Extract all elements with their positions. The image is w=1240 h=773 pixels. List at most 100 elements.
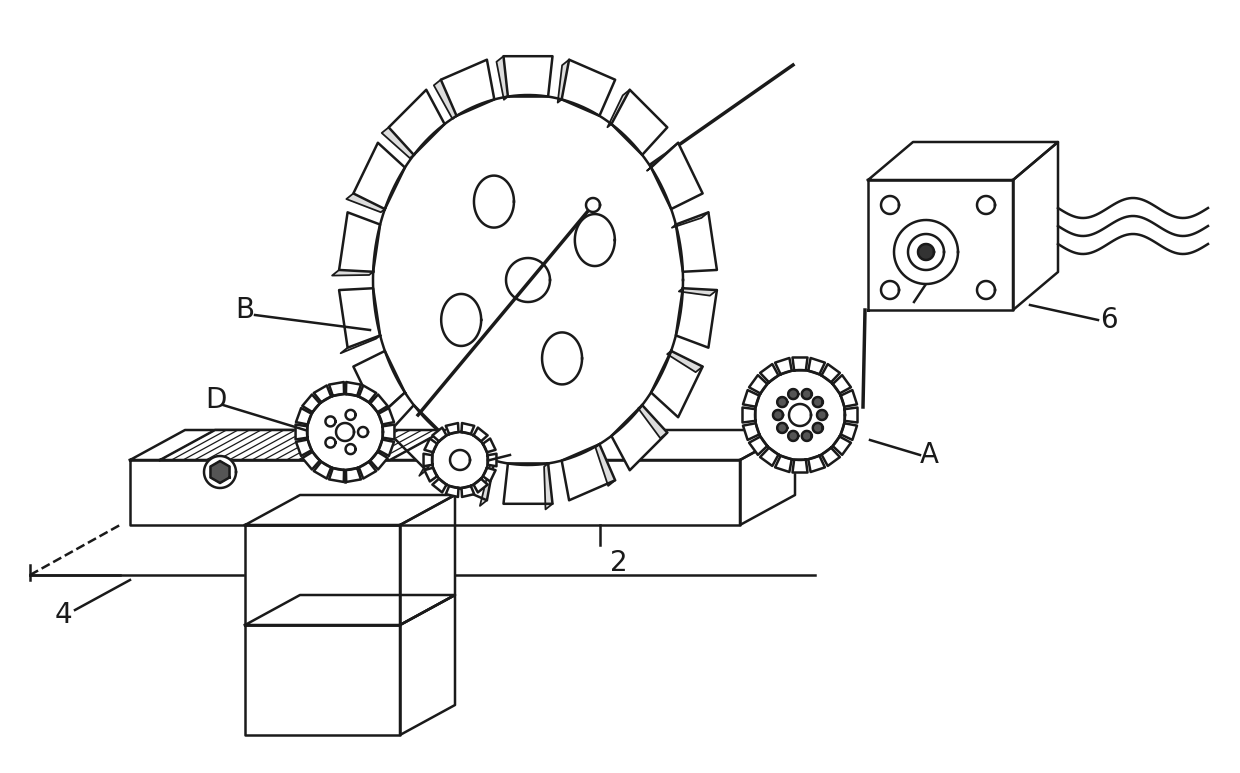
Polygon shape xyxy=(506,258,551,302)
Text: 4: 4 xyxy=(55,601,73,629)
Polygon shape xyxy=(503,56,553,97)
Polygon shape xyxy=(844,407,858,423)
Polygon shape xyxy=(332,270,373,275)
Polygon shape xyxy=(378,408,394,424)
Polygon shape xyxy=(482,438,496,452)
Polygon shape xyxy=(760,364,779,383)
Polygon shape xyxy=(329,382,343,396)
Polygon shape xyxy=(160,430,445,460)
Polygon shape xyxy=(441,444,495,500)
Polygon shape xyxy=(880,281,899,299)
Polygon shape xyxy=(401,595,455,735)
Polygon shape xyxy=(651,351,703,417)
Polygon shape xyxy=(608,90,630,128)
Polygon shape xyxy=(424,468,438,482)
Polygon shape xyxy=(246,595,455,625)
Polygon shape xyxy=(667,351,703,372)
Polygon shape xyxy=(812,397,823,407)
Text: 6: 6 xyxy=(1100,306,1117,334)
Polygon shape xyxy=(432,432,489,488)
Polygon shape xyxy=(353,143,405,209)
Polygon shape xyxy=(303,451,320,469)
Polygon shape xyxy=(378,440,394,456)
Polygon shape xyxy=(424,454,433,466)
Polygon shape xyxy=(325,438,336,448)
Polygon shape xyxy=(339,213,381,272)
Polygon shape xyxy=(461,423,474,434)
Polygon shape xyxy=(461,486,474,497)
Polygon shape xyxy=(358,386,376,402)
Polygon shape xyxy=(441,60,495,116)
Polygon shape xyxy=(373,95,683,465)
Polygon shape xyxy=(346,193,384,213)
Polygon shape xyxy=(812,423,823,433)
Polygon shape xyxy=(346,444,356,454)
Polygon shape xyxy=(296,408,311,424)
Polygon shape xyxy=(336,423,353,441)
Polygon shape xyxy=(841,390,857,407)
Polygon shape xyxy=(743,407,755,423)
Polygon shape xyxy=(482,468,496,482)
Polygon shape xyxy=(743,424,759,440)
Polygon shape xyxy=(611,90,667,155)
Polygon shape xyxy=(792,460,807,472)
Polygon shape xyxy=(346,410,356,420)
Text: C: C xyxy=(510,436,529,464)
Polygon shape xyxy=(339,288,381,348)
Polygon shape xyxy=(341,335,381,353)
Polygon shape xyxy=(370,451,388,469)
Polygon shape xyxy=(672,213,708,228)
Polygon shape xyxy=(760,448,779,466)
Polygon shape xyxy=(743,390,759,407)
Polygon shape xyxy=(383,424,394,440)
Polygon shape xyxy=(651,143,703,209)
Polygon shape xyxy=(880,196,899,214)
Polygon shape xyxy=(211,461,229,483)
Polygon shape xyxy=(358,427,368,437)
Polygon shape xyxy=(487,454,496,466)
Polygon shape xyxy=(808,455,825,472)
Polygon shape xyxy=(329,468,343,482)
Polygon shape xyxy=(314,461,331,478)
Polygon shape xyxy=(480,461,495,506)
Polygon shape xyxy=(371,393,405,423)
Polygon shape xyxy=(503,464,553,504)
Polygon shape xyxy=(777,423,787,433)
Polygon shape xyxy=(433,478,446,492)
Polygon shape xyxy=(424,438,438,452)
Polygon shape xyxy=(419,436,445,476)
Polygon shape xyxy=(611,405,667,470)
Polygon shape xyxy=(773,410,782,420)
Polygon shape xyxy=(749,437,768,455)
Polygon shape xyxy=(908,234,944,270)
Polygon shape xyxy=(678,288,717,295)
Polygon shape xyxy=(676,288,717,348)
Polygon shape xyxy=(558,60,569,103)
Polygon shape xyxy=(353,351,405,417)
Text: D: D xyxy=(205,386,227,414)
Polygon shape xyxy=(325,417,336,427)
Text: A: A xyxy=(920,441,939,469)
Polygon shape xyxy=(822,364,839,383)
Polygon shape xyxy=(575,214,615,266)
Polygon shape xyxy=(205,456,236,488)
Polygon shape xyxy=(587,198,600,212)
Text: 2: 2 xyxy=(610,549,627,577)
Polygon shape xyxy=(802,431,812,441)
Polygon shape xyxy=(474,478,487,492)
Polygon shape xyxy=(777,397,787,407)
Polygon shape xyxy=(639,405,667,438)
Polygon shape xyxy=(833,375,851,393)
Polygon shape xyxy=(388,405,445,470)
Polygon shape xyxy=(246,525,401,625)
Polygon shape xyxy=(740,430,795,525)
Polygon shape xyxy=(308,394,383,470)
Polygon shape xyxy=(562,60,615,116)
Polygon shape xyxy=(358,461,376,478)
Polygon shape xyxy=(446,423,459,434)
Polygon shape xyxy=(542,332,582,384)
Polygon shape xyxy=(647,143,678,171)
Polygon shape xyxy=(382,128,414,158)
Polygon shape xyxy=(474,175,513,227)
Polygon shape xyxy=(868,180,1013,310)
